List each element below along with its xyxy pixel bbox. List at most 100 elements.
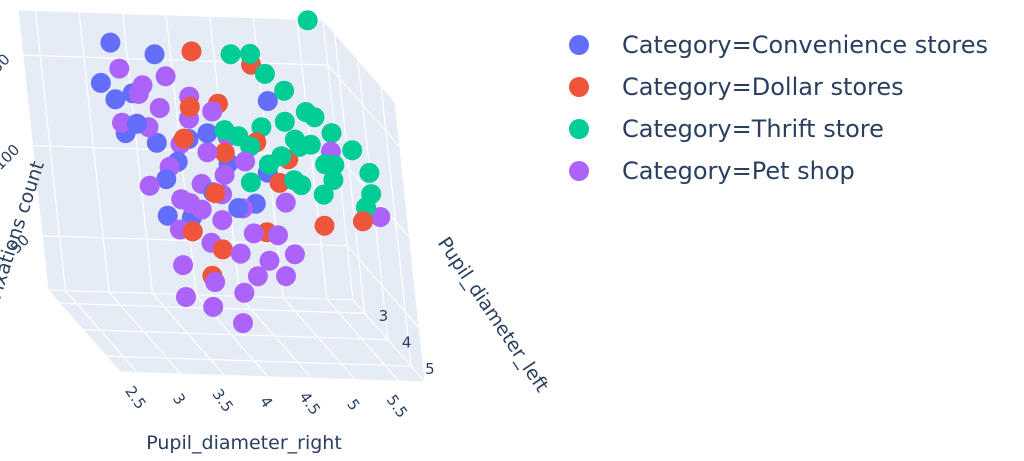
data-point-series-2[interactable] — [284, 170, 305, 191]
gridline-x — [296, 19, 328, 300]
data-point-series-3[interactable] — [212, 210, 233, 231]
data-point-series-1[interactable] — [181, 41, 202, 62]
data-point-series-2[interactable] — [323, 170, 344, 190]
x-tick-label: 4.5 — [296, 388, 324, 418]
legend-marker-icon — [569, 35, 589, 55]
data-point-series-2[interactable] — [289, 136, 310, 157]
data-point-series-2[interactable] — [321, 123, 342, 144]
data-point-series-0[interactable] — [156, 169, 177, 190]
data-point-series-2[interactable] — [274, 80, 295, 101]
data-point-series-3[interactable] — [139, 175, 160, 196]
data-point-series-3[interactable] — [155, 66, 176, 87]
legend-marker-icon — [569, 119, 589, 139]
z-tick-label: 100 — [0, 141, 23, 174]
data-point-series-3[interactable] — [176, 287, 196, 307]
data-point-series-3[interactable] — [284, 244, 305, 265]
data-point-series-2[interactable] — [313, 184, 334, 205]
data-point-series-2[interactable] — [342, 140, 363, 161]
y-tick-label: 4 — [402, 334, 412, 352]
legend-item-pet-shop[interactable]: Category=Pet shop — [560, 150, 988, 192]
y-tick-label: 3 — [379, 307, 389, 325]
data-point-series-1[interactable] — [352, 211, 373, 232]
data-point-series-0[interactable] — [90, 72, 111, 93]
data-point-series-3[interactable] — [247, 266, 268, 287]
data-point-series-0[interactable] — [100, 32, 121, 53]
z-tick-label: 150 — [0, 50, 14, 83]
data-point-series-0[interactable] — [144, 44, 165, 65]
data-point-series-2[interactable] — [254, 63, 275, 84]
data-point-series-2[interactable] — [220, 44, 241, 65]
data-point-series-3[interactable] — [230, 243, 251, 264]
legend-marker-icon — [569, 77, 589, 97]
data-point-series-0[interactable] — [157, 205, 178, 226]
data-point-series-3[interactable] — [233, 313, 253, 334]
data-point-series-3[interactable] — [370, 207, 391, 227]
data-point-series-1[interactable] — [212, 239, 233, 260]
data-point-series-1[interactable] — [179, 96, 200, 117]
data-point-series-3[interactable] — [205, 272, 226, 292]
data-point-series-0[interactable] — [126, 113, 147, 134]
x-axis-title: Pupil_diameter_right — [146, 432, 342, 454]
legend-label: Category=Convenience stores — [622, 31, 989, 59]
legend-item-thrift-store[interactable]: Category=Thrift store — [560, 108, 988, 150]
data-point-series-1[interactable] — [214, 142, 235, 163]
data-point-series-3[interactable] — [197, 142, 218, 163]
data-point-series-2[interactable] — [274, 111, 295, 132]
data-point-series-1[interactable] — [182, 221, 203, 242]
data-point-series-3[interactable] — [149, 98, 170, 118]
legend-label: Category=Dollar stores — [622, 73, 904, 101]
data-point-series-3[interactable] — [173, 255, 194, 276]
data-point-series-2[interactable] — [240, 136, 261, 157]
y-axis-title: Pupil_diameter_left — [433, 233, 553, 396]
data-point-series-1[interactable] — [173, 128, 194, 149]
data-point-series-3[interactable] — [268, 225, 288, 246]
data-point-series-3[interactable] — [191, 199, 212, 220]
gridline-y — [334, 33, 366, 314]
data-point-series-2[interactable] — [214, 120, 235, 141]
gridline-x — [34, 10, 67, 291]
data-point-series-2[interactable] — [359, 162, 380, 183]
data-point-series-1[interactable] — [314, 215, 335, 236]
gridline-y — [106, 355, 412, 367]
data-point-series-0[interactable] — [228, 198, 249, 218]
legend-item-convenience-stores[interactable]: Category=Convenience stores — [560, 24, 988, 66]
gridline-x — [78, 11, 110, 293]
data-point-series-3[interactable] — [112, 112, 132, 133]
legend-label: Category=Thrift store — [622, 115, 884, 143]
data-point-series-2[interactable] — [258, 154, 279, 175]
data-point-series-3[interactable] — [275, 192, 296, 213]
data-point-series-0[interactable] — [105, 89, 126, 110]
data-point-series-2[interactable] — [304, 107, 325, 128]
data-point-series-3[interactable] — [128, 83, 149, 104]
data-point-series-3[interactable] — [109, 58, 130, 79]
data-point-series-0[interactable] — [146, 132, 167, 153]
data-point-series-0[interactable] — [257, 91, 278, 111]
data-point-series-2[interactable] — [315, 154, 336, 175]
data-point-series-2[interactable] — [297, 10, 318, 31]
data-points[interactable] — [90, 10, 391, 334]
data-point-series-3[interactable] — [202, 101, 223, 122]
legend-item-dollar-stores[interactable]: Category=Dollar stores — [560, 66, 988, 108]
data-point-series-3[interactable] — [203, 296, 224, 317]
data-point-series-2[interactable] — [240, 172, 261, 193]
gridline-z — [22, 54, 328, 66]
legend: Category=Convenience stores Category=Dol… — [560, 24, 988, 192]
data-point-series-2[interactable] — [240, 43, 260, 64]
data-point-series-3[interactable] — [235, 151, 256, 172]
data-point-series-3[interactable] — [234, 282, 255, 303]
data-point-series-3[interactable] — [276, 266, 296, 287]
gridline-x — [121, 13, 154, 294]
data-point-series-0[interactable] — [197, 123, 218, 144]
data-point-series-3[interactable] — [259, 250, 280, 271]
x-tick-label: 5 — [343, 396, 363, 414]
data-point-series-3[interactable] — [243, 223, 264, 244]
x-tick-label: 3.5 — [208, 386, 236, 416]
legend-marker-icon — [569, 161, 589, 181]
data-point-series-3[interactable] — [171, 189, 192, 210]
data-point-series-1[interactable] — [205, 183, 226, 204]
x-tick-label: 4 — [256, 393, 276, 411]
y-tick-label: 5 — [425, 360, 435, 378]
data-point-series-3[interactable] — [214, 164, 235, 185]
x-tick-label: 3 — [169, 390, 189, 408]
